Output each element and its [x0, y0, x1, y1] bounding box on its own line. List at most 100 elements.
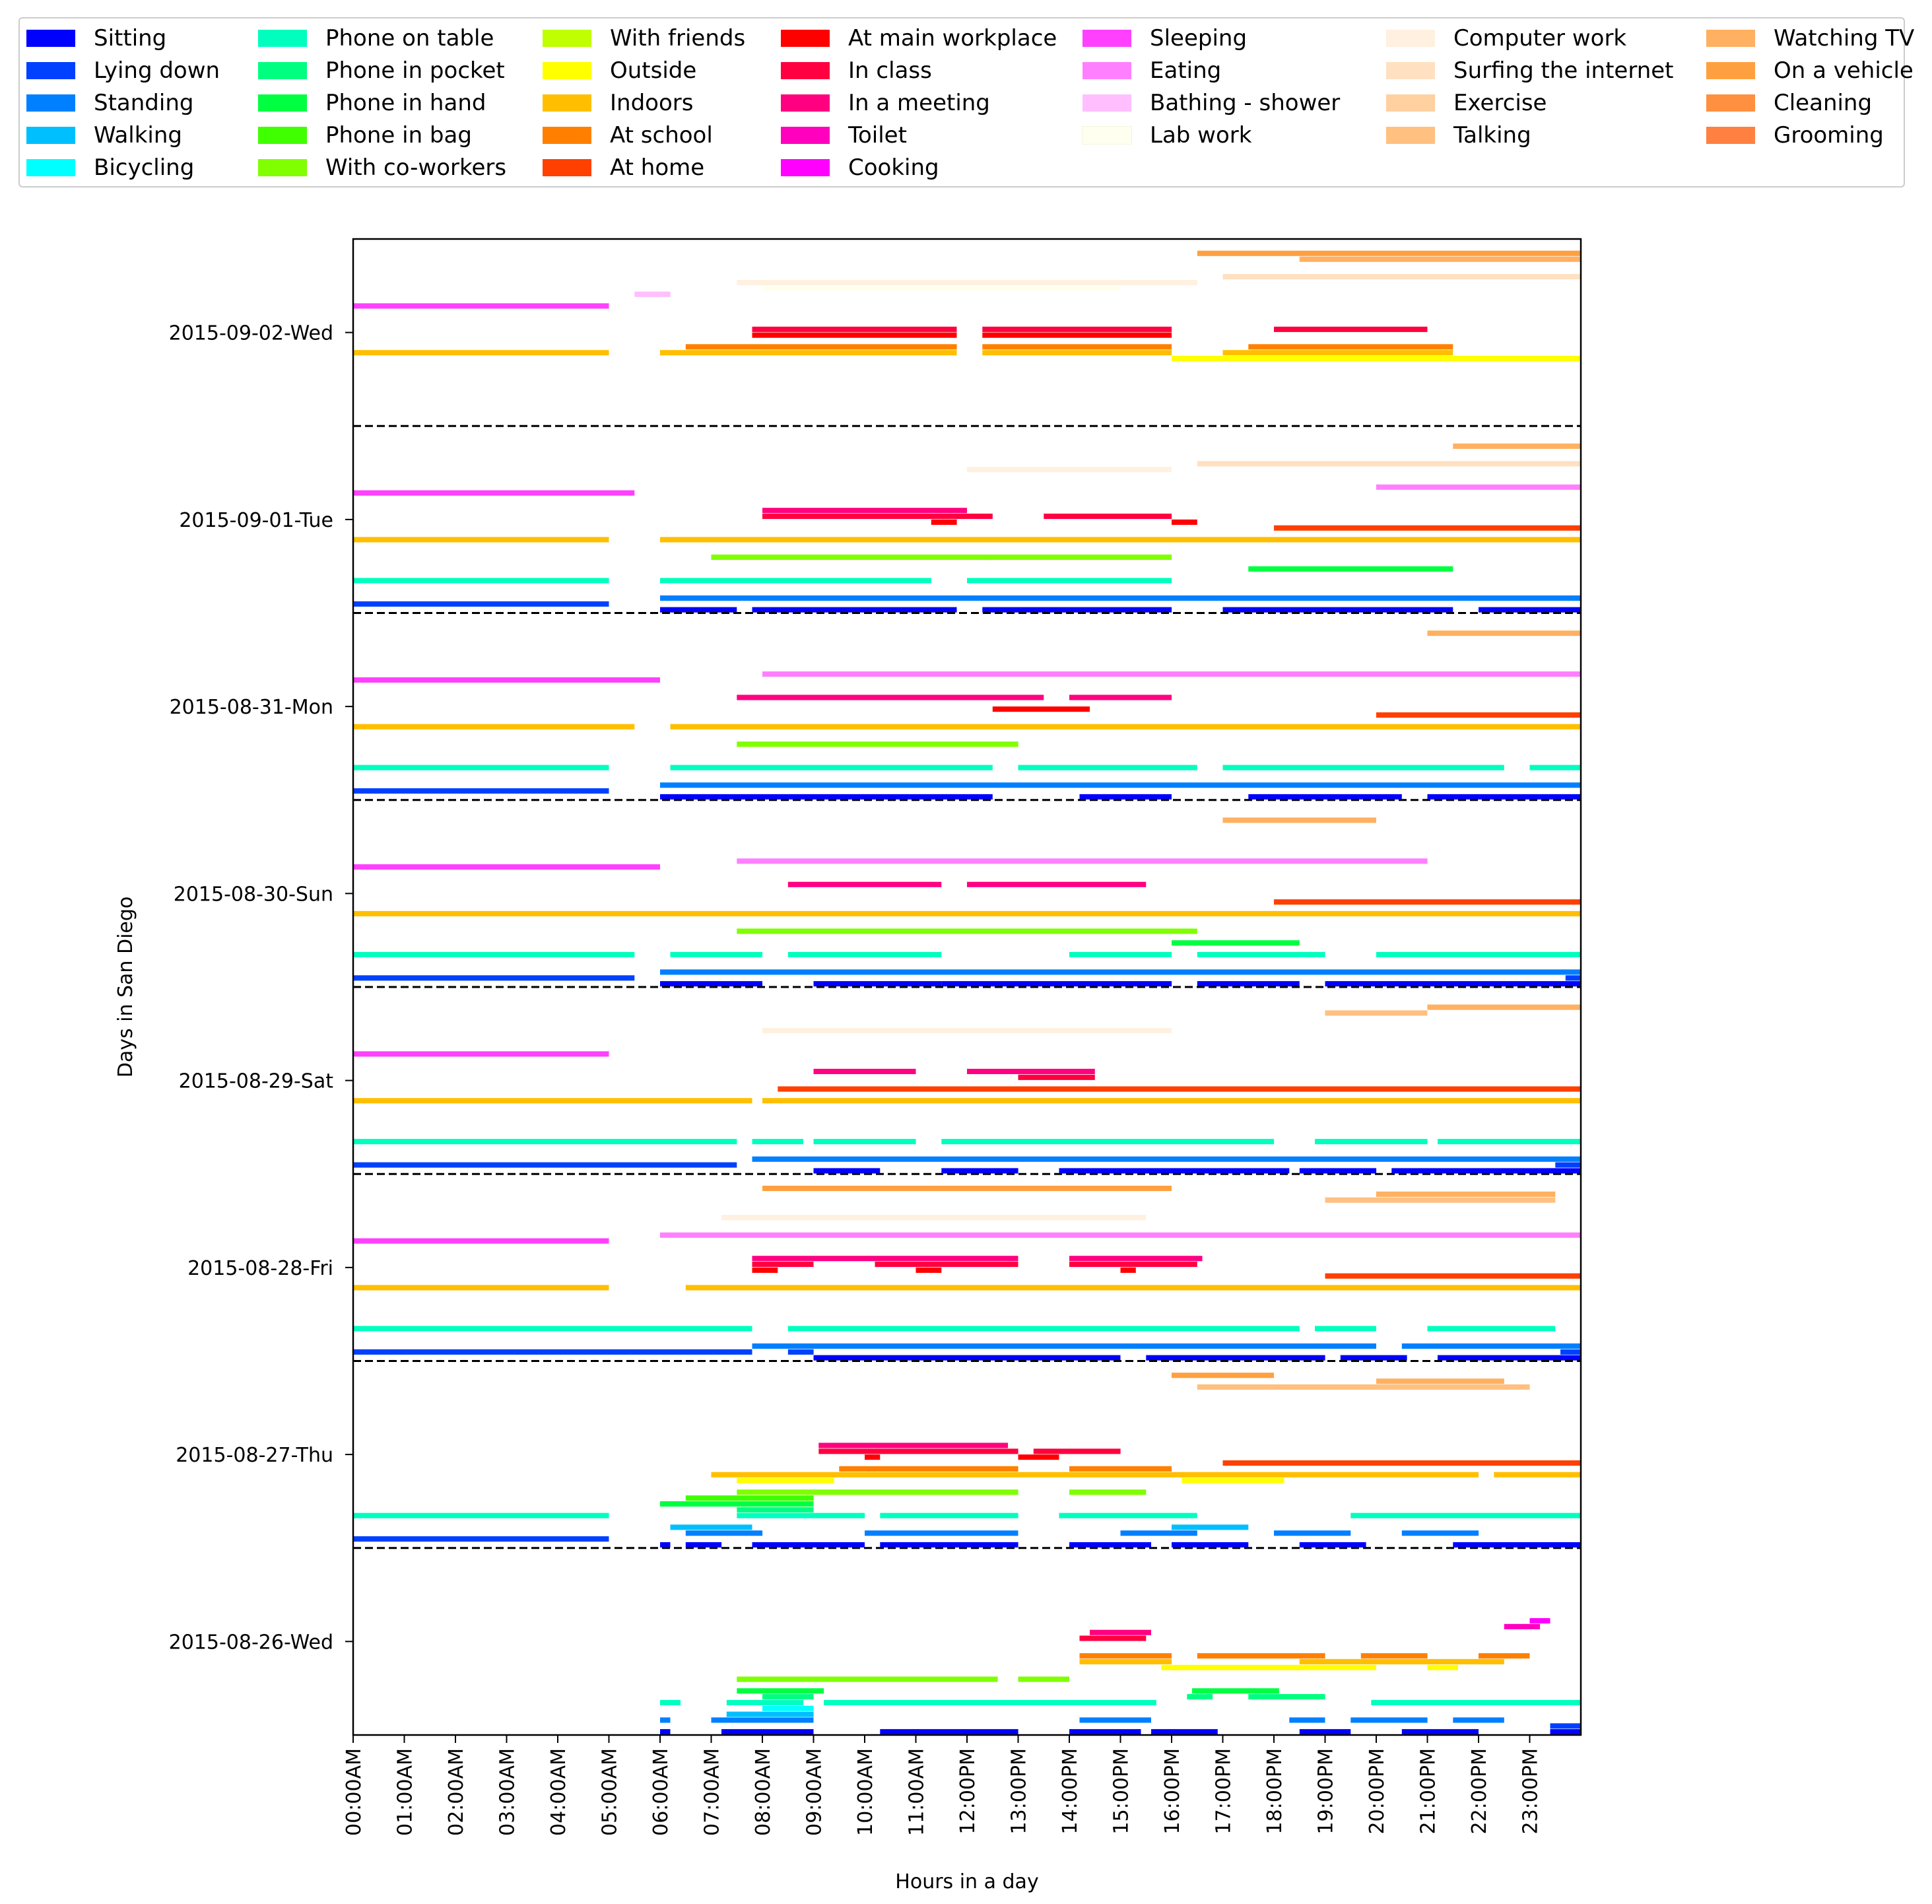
activity-bar: [1044, 514, 1172, 520]
legend-item: On a vehicle: [1706, 57, 1914, 84]
activity-bar: [787, 881, 942, 887]
activity-bar: [941, 1139, 1275, 1145]
legend-swatch: [26, 159, 75, 176]
activity-bar: [762, 1098, 1581, 1104]
x-tick-label: 20:00PM: [1366, 1748, 1389, 1834]
activity-bar: [737, 1507, 814, 1513]
activity-bar: [721, 1215, 1147, 1221]
activity-bar: [353, 1326, 752, 1332]
legend-item: At home: [543, 154, 704, 181]
legend-swatch: [258, 62, 307, 79]
activity-bar: [1069, 1466, 1172, 1472]
activity-bar: [1069, 1729, 1141, 1735]
activity-bar: [992, 706, 1070, 712]
activity-bar: [660, 1501, 814, 1507]
activity-bar: [1371, 1699, 1582, 1705]
legend-swatch: [543, 127, 591, 144]
activity-bar: [1438, 1355, 1581, 1361]
activity-bar: [1315, 1139, 1428, 1145]
legend-swatch: [1083, 94, 1131, 112]
activity-bar: [967, 1068, 1095, 1074]
legend-item: Standing: [26, 90, 193, 116]
legend-label: Sitting: [94, 25, 167, 51]
activity-bar: [787, 1326, 1300, 1332]
activity-bar: [1033, 1448, 1121, 1454]
activity-bar: [721, 1729, 814, 1735]
y-axis-ticks: 2015-08-26-Wed 2015-08-27-Thu 2015-08-28-F…: [169, 322, 353, 1654]
activity-bar: [1529, 1618, 1550, 1624]
legend-item: Grooming: [1706, 122, 1884, 149]
legend-item: Bicycling: [26, 154, 194, 181]
activity-bar: [1197, 461, 1582, 467]
activity-bar: [670, 951, 762, 957]
legend-label: Phone in pocket: [325, 57, 505, 84]
x-tick-label: 10:00AM: [854, 1748, 877, 1836]
activity-bar: [353, 490, 635, 496]
activity-bar: [1504, 1623, 1541, 1629]
activity-bar: [353, 1238, 609, 1244]
activity-bar: [762, 1186, 1172, 1192]
activity-bar: [1494, 1472, 1582, 1478]
activity-bar: [737, 928, 1197, 934]
activity-bar: [1182, 1478, 1284, 1483]
activity-bar: [353, 724, 635, 730]
legend-swatch: [1083, 62, 1131, 79]
legend-swatch: [1386, 30, 1435, 47]
activity-bar: [660, 1699, 681, 1705]
activity-bar: [1560, 1349, 1581, 1355]
legend-swatch: [781, 30, 830, 47]
activity-bar: [762, 671, 1581, 677]
activity-bar: [967, 881, 1147, 887]
legend-item: With co-workers: [258, 154, 506, 181]
activity-bar: [1274, 525, 1581, 531]
activity-bar: [1069, 706, 1090, 712]
activity-bar: [1350, 1513, 1582, 1518]
activity-bar: [1161, 1664, 1376, 1670]
activity-bar: [1151, 1729, 1218, 1735]
activity-bar: [1018, 1676, 1069, 1682]
activity-bar: [1079, 794, 1172, 799]
x-tick-label: 22:00PM: [1468, 1748, 1491, 1834]
activity-bar: [1274, 899, 1581, 905]
activity-bar: [353, 350, 609, 356]
activity-bar: [1453, 1717, 1504, 1723]
activity-bar: [1079, 1658, 1172, 1664]
activity-bar: [1299, 1542, 1366, 1547]
activity-bar: [762, 508, 967, 514]
activity-bar: [660, 1729, 671, 1735]
activity-bar: [1479, 1653, 1530, 1659]
activity-bar: [982, 555, 1172, 561]
legend-item: Phone in hand: [258, 90, 486, 116]
activity-bar: [660, 537, 1581, 543]
legend-label: Lying down: [94, 57, 220, 84]
x-tick-label: 18:00PM: [1263, 1748, 1286, 1834]
legend-swatch: [1082, 126, 1132, 145]
activity-bar: [1079, 1635, 1147, 1641]
activity-bar: [1299, 256, 1582, 262]
activity-bar: [1059, 1513, 1197, 1518]
activity-bar: [941, 981, 1172, 987]
activity-bar: [1550, 1723, 1581, 1729]
activity-bar: [660, 578, 931, 584]
legend-item: Outside: [543, 57, 696, 84]
activity-bar: [1248, 794, 1402, 799]
x-tick-label: 23:00PM: [1519, 1748, 1543, 1834]
activity-bar: [762, 1694, 814, 1700]
activity-bar: [1427, 1004, 1581, 1010]
x-tick-label: 09:00AM: [803, 1748, 826, 1836]
activity-bar: [1079, 1717, 1151, 1723]
activity-bar: [685, 344, 957, 350]
legend-label: Eating: [1150, 57, 1222, 84]
legend-item: At school: [543, 122, 713, 149]
activity-bar: [353, 910, 1581, 916]
activity-bar: [353, 578, 609, 584]
activity-bar: [762, 1028, 1172, 1034]
activity-bar: [1325, 981, 1581, 987]
legend-swatch: [26, 62, 75, 79]
legend-label: In class: [848, 57, 932, 84]
activity-bar: [1069, 1542, 1151, 1547]
activity-bar: [1069, 1262, 1197, 1268]
activity-bar: [752, 326, 957, 332]
activity-bar: [670, 765, 993, 770]
activity-bar: [839, 1466, 1018, 1472]
